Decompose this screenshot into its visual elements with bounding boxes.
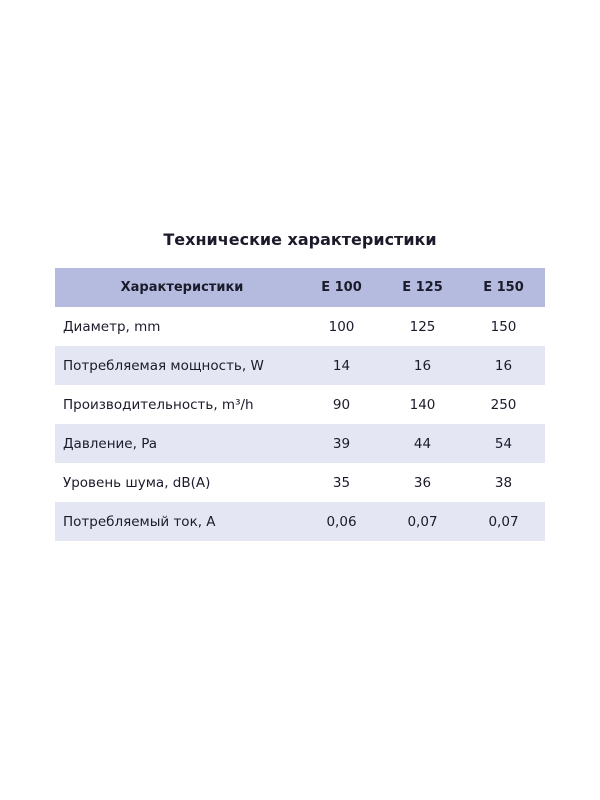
column-header: E 150 (483, 280, 524, 295)
table-row: Производительность, m³/h 90 140 250 (55, 385, 545, 424)
row-label: Производительность, m³/h (63, 396, 254, 413)
table-row: Потребляемый ток, А 0,06 0,07 0,07 (55, 502, 545, 541)
spec-table: Характеристики E 100 E 125 E 150 Диаметр, mm… (55, 268, 545, 541)
cell-value: 14 (332, 357, 351, 374)
cell-value: 150 (490, 318, 517, 335)
cell-value: 54 (494, 435, 513, 452)
row-label: Потребляемый ток, А (63, 513, 216, 530)
cell-value: 16 (413, 357, 432, 374)
cell-value: 16 (494, 357, 513, 374)
row-label: Давление, Pa (63, 435, 158, 452)
cell-value: 36 (413, 474, 432, 491)
row-label: Потребляемая мощность, W (63, 357, 264, 374)
cell-value: 0,07 (488, 513, 519, 530)
cell-value: 90 (332, 396, 351, 413)
row-label: Диаметр, mm (63, 318, 161, 335)
table-row: Давление, Pa 39 44 54 (55, 424, 545, 463)
cell-value: 38 (494, 474, 513, 491)
cell-value: 39 (332, 435, 351, 452)
cell-value: 140 (409, 396, 436, 413)
column-header: E 125 (402, 280, 443, 295)
column-header: E 100 (321, 280, 362, 295)
table-row: Потребляемая мощность, W 14 16 16 (55, 346, 545, 385)
cell-value: 0,07 (407, 513, 438, 530)
row-label: Уровень шума, dB(A) (63, 474, 211, 491)
table-row: Диаметр, mm 100 125 150 (55, 307, 545, 346)
cell-value: 100 (328, 318, 355, 335)
table-row: Уровень шума, dB(A) 35 36 38 (55, 463, 545, 502)
header-row: Характеристики E 100 E 125 E 150 (55, 268, 545, 307)
title: Технические характеристики (163, 230, 437, 249)
cell-value: 44 (413, 435, 432, 452)
cell-value: 0,06 (326, 513, 357, 530)
cell-value: 250 (490, 396, 517, 413)
column-header: Характеристики (120, 280, 244, 295)
cell-value: 125 (409, 318, 436, 335)
cell-value: 35 (332, 474, 351, 491)
